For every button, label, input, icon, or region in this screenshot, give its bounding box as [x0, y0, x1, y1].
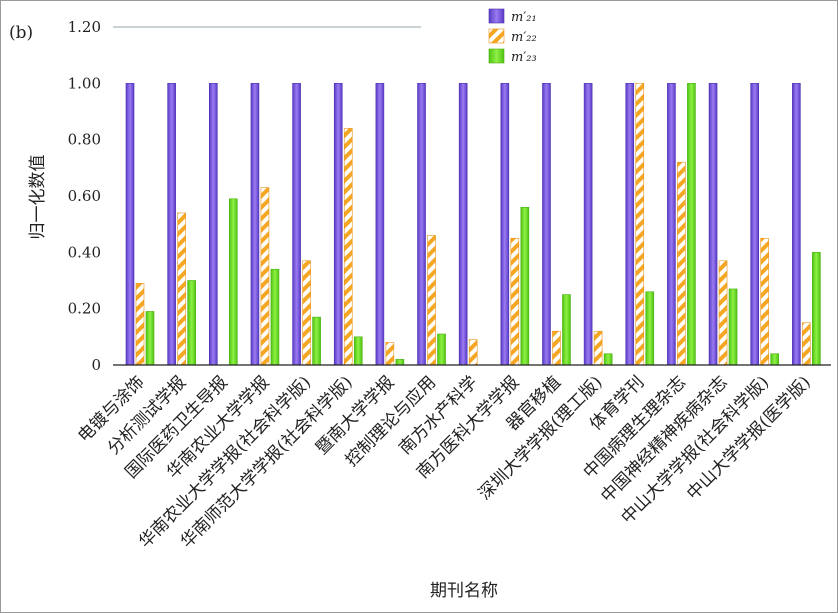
legend: m′₂₁ m′₂₂ m′₂₃ [489, 9, 537, 65]
bar-series-1 [251, 83, 259, 365]
bar-series-1 [376, 83, 384, 365]
bar-series-1 [293, 83, 301, 365]
bar-series-2 [511, 238, 519, 365]
bar-series-1 [501, 83, 509, 365]
legend-label: m′₂₃ [511, 50, 537, 65]
x-axis-labels: 电镀与涂饰分析测试学报国际医药卫生导报华南农业大学学报华南农业大学学报(社会科学… [74, 372, 815, 552]
bar-series-3 [562, 295, 570, 365]
legend-swatch [489, 9, 504, 23]
bar-series-1 [792, 83, 800, 365]
bar-series-1 [168, 83, 176, 365]
legend-swatch [489, 29, 504, 43]
y-tick-label: 0.60 [68, 187, 101, 205]
legend-label: m′₂₂ [511, 30, 537, 45]
bar-series-2 [178, 213, 186, 365]
bar-series-1 [209, 83, 217, 365]
bar-series-2 [719, 261, 727, 365]
bar-series-3 [313, 317, 321, 365]
bar-series-3 [646, 292, 654, 365]
bar-series-2 [677, 162, 685, 365]
bar-series-2 [303, 261, 311, 365]
bar-series-1 [751, 83, 759, 365]
bar-series-3 [229, 199, 237, 365]
bar-series-3 [146, 311, 154, 365]
bar-series-2 [802, 323, 810, 365]
panel-label: (b) [9, 23, 33, 43]
legend-label: m′₂₁ [511, 10, 537, 25]
bar-series-2 [594, 331, 602, 365]
bar-series-2 [344, 128, 352, 365]
bar-series-3 [687, 83, 695, 365]
bar-series-1 [126, 83, 134, 365]
bar-series-2 [552, 331, 560, 365]
bar-series-1 [584, 83, 592, 365]
bar-series-1 [542, 83, 550, 365]
y-tick-label: 0.80 [68, 131, 101, 149]
y-axis: 0 0.20 0.40 0.60 0.80 1.00 1.20 [68, 18, 101, 374]
bar-series-2 [469, 340, 477, 365]
bar-series-3 [729, 289, 737, 365]
legend-swatch [489, 49, 504, 63]
bar-series-2 [136, 283, 144, 365]
y-axis-title: 归一化数值 [28, 155, 48, 240]
y-tick-label: 0 [91, 356, 101, 374]
bar-series-1 [709, 83, 717, 365]
bar-series-3 [771, 354, 779, 365]
bar-series-3 [271, 269, 279, 365]
x-axis-title: 期刊名称 [430, 581, 498, 601]
bar-series-1 [334, 83, 342, 365]
bar-series-3 [438, 334, 446, 365]
y-tick-label: 0.40 [68, 243, 101, 261]
bar-series-3 [188, 281, 196, 366]
bar-series-2 [761, 238, 769, 365]
y-tick-label: 1.20 [68, 18, 101, 36]
bar-series-3 [396, 359, 404, 365]
bar-series-3 [354, 337, 362, 365]
bars-group [126, 83, 820, 365]
bar-series-2 [636, 83, 644, 365]
bar-series-1 [459, 83, 467, 365]
bar-series-3 [812, 252, 820, 365]
bar-series-3 [604, 354, 612, 365]
bar-series-3 [521, 207, 529, 365]
bar-series-2 [261, 188, 269, 365]
bar-series-1 [418, 83, 426, 365]
y-tick-label: 0.20 [68, 300, 101, 318]
y-tick-label: 1.00 [68, 74, 101, 92]
bar-series-1 [667, 83, 675, 365]
bar-series-1 [626, 83, 634, 365]
bar-series-2 [428, 235, 436, 365]
bar-series-2 [386, 342, 394, 365]
